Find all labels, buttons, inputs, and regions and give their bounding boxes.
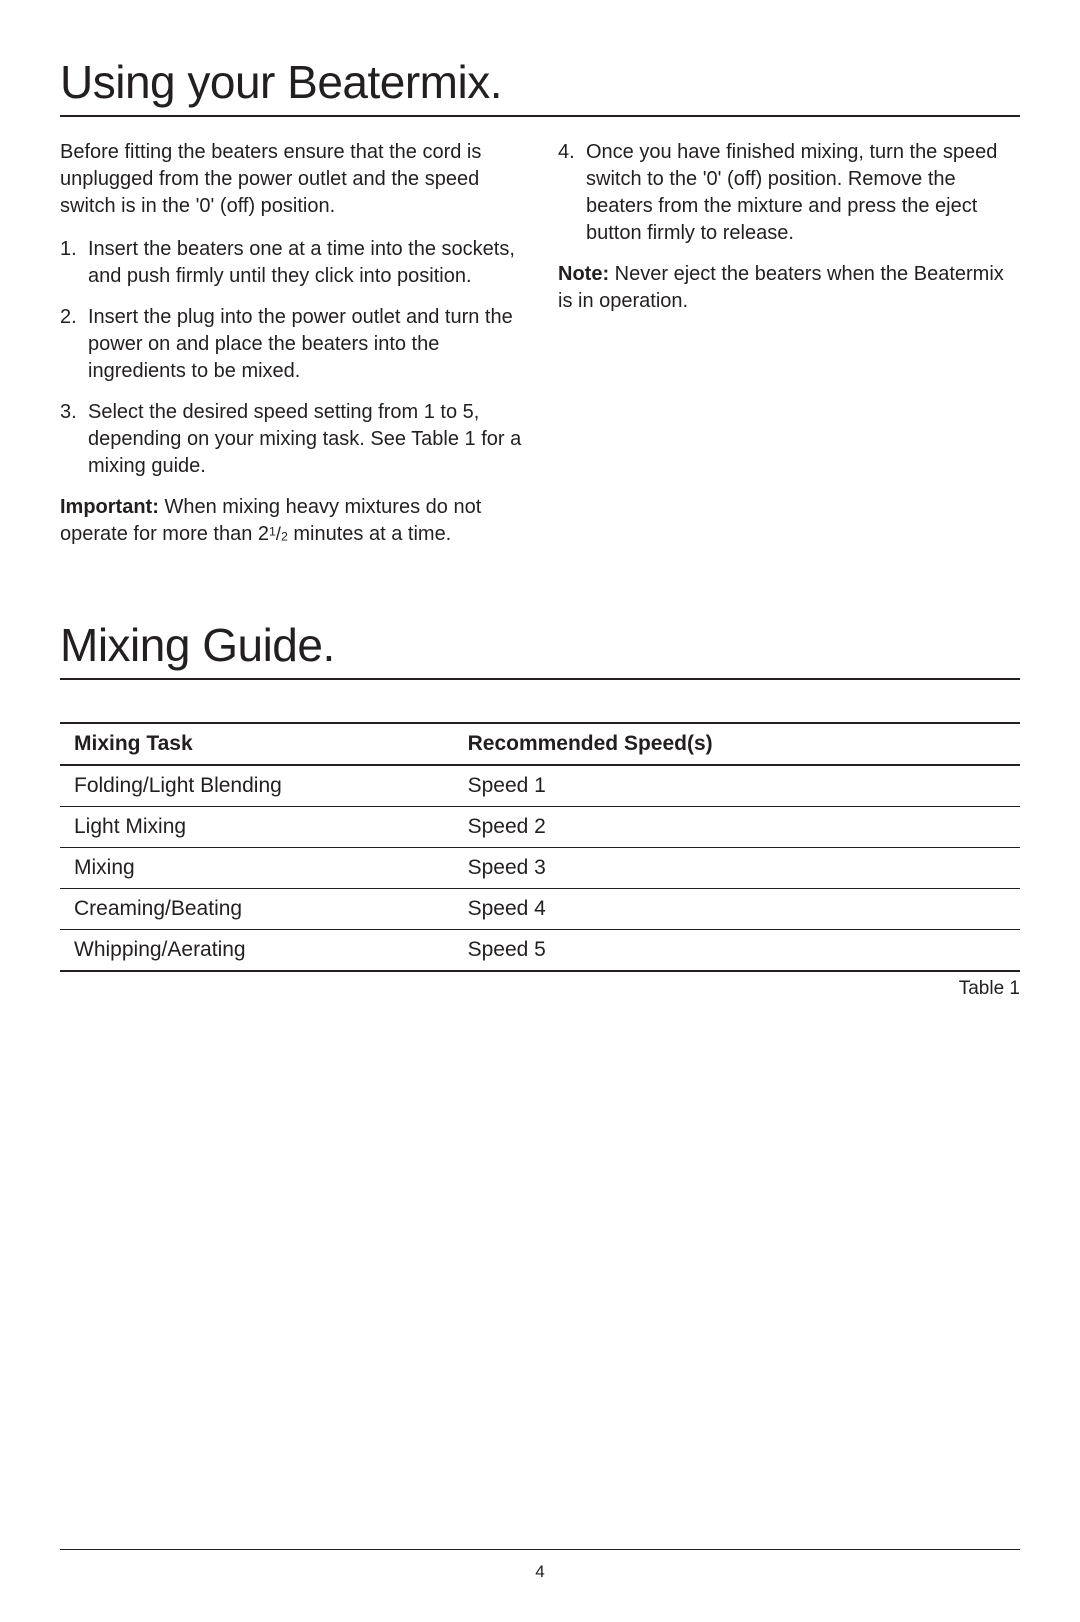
cell-task: Creaming/Beating [60, 889, 454, 930]
table-caption: Table 1 [60, 978, 1020, 1000]
cell-task: Folding/Light Blending [60, 765, 454, 807]
frac-den: 2 [281, 530, 288, 544]
operation-note: Note: Never eject the beaters when the B… [558, 261, 1020, 315]
page-number: 4 [535, 1562, 544, 1581]
table-row: Mixing Speed 3 [60, 848, 1020, 889]
note-text: Never eject the beaters when the Beaterm… [558, 263, 1004, 312]
steps-left: Insert the beaters one at a time into th… [60, 236, 522, 480]
step-1: Insert the beaters one at a time into th… [60, 236, 522, 290]
mixing-guide-table: Mixing Task Recommended Speed(s) Folding… [60, 722, 1020, 972]
frac-whole: 2 [258, 523, 269, 545]
page-footer: 4 [60, 1549, 1020, 1582]
steps-right: Once you have finished mixing, turn the … [558, 139, 1020, 247]
instruction-columns: Before fitting the beaters ensure that t… [60, 139, 1020, 548]
cell-task: Mixing [60, 848, 454, 889]
table-row: Creaming/Beating Speed 4 [60, 889, 1020, 930]
left-column: Before fitting the beaters ensure that t… [60, 139, 522, 548]
important-text-b: minutes at a time. [288, 523, 451, 545]
col-header-task: Mixing Task [60, 723, 454, 765]
intro-text: Before fitting the beaters ensure that t… [60, 139, 522, 220]
cell-speed: Speed 3 [454, 848, 1020, 889]
table-row: Light Mixing Speed 2 [60, 807, 1020, 848]
section-heading-mixing-guide: Mixing Guide. [60, 618, 1020, 680]
section-heading-using: Using your Beatermix. [60, 55, 1020, 117]
cell-task: Whipping/Aerating [60, 930, 454, 972]
cell-speed: Speed 2 [454, 807, 1020, 848]
note-label: Note: [558, 263, 609, 285]
right-column: Once you have finished mixing, turn the … [558, 139, 1020, 548]
col-header-speed: Recommended Speed(s) [454, 723, 1020, 765]
cell-speed: Speed 1 [454, 765, 1020, 807]
table-row: Whipping/Aerating Speed 5 [60, 930, 1020, 972]
step-4: Once you have finished mixing, turn the … [558, 139, 1020, 247]
table-header-row: Mixing Task Recommended Speed(s) [60, 723, 1020, 765]
frac-num: 1 [269, 525, 276, 539]
cell-speed: Speed 5 [454, 930, 1020, 972]
step-2: Insert the plug into the power outlet an… [60, 304, 522, 385]
important-label: Important: [60, 496, 159, 518]
cell-speed: Speed 4 [454, 889, 1020, 930]
cell-task: Light Mixing [60, 807, 454, 848]
important-note: Important: When mixing heavy mixtures do… [60, 494, 522, 548]
step-3: Select the desired speed setting from 1 … [60, 399, 522, 480]
table-row: Folding/Light Blending Speed 1 [60, 765, 1020, 807]
